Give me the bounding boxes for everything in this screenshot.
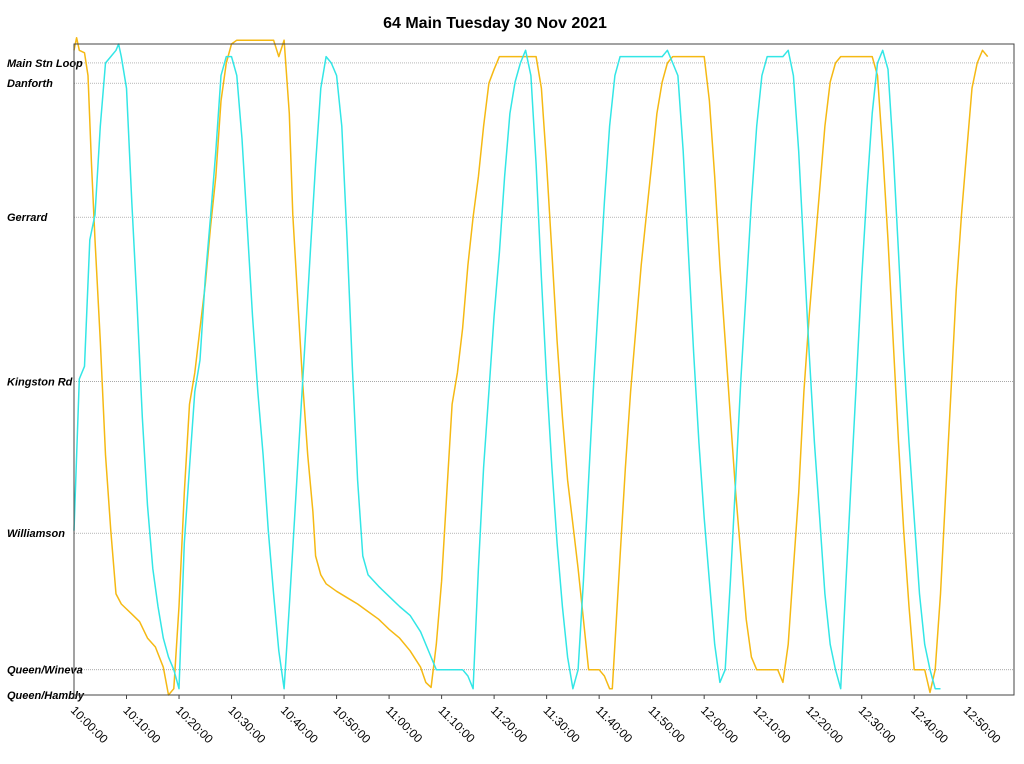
stop-label: Williamson	[7, 528, 65, 540]
series-line-0	[73, 36, 989, 696]
x-tick-label: 10:40:00	[278, 703, 321, 746]
stop-label: Gerrard	[7, 212, 48, 224]
series-layer	[73, 36, 989, 696]
series-line-1	[73, 43, 941, 690]
stop-label: Queen/Wineva	[7, 665, 83, 677]
x-tick-label: 11:00:00	[383, 703, 426, 746]
plot-frame	[73, 43, 1015, 696]
stop-label: Danforth	[7, 78, 53, 90]
x-tick-label: 12:00:00	[698, 703, 741, 746]
chart-title: 64 Main Tuesday 30 Nov 2021	[383, 15, 607, 32]
x-tick-label: 12:10:00	[751, 703, 794, 746]
stop-label: Kingston Rd	[7, 377, 73, 389]
x-tick-label: 10:50:00	[330, 703, 373, 746]
x-tick-label: 10:10:00	[120, 703, 163, 746]
x-tick-label: 11:40:00	[593, 703, 636, 746]
x-tick-label: 11:10:00	[435, 703, 478, 746]
x-tick-label: 10:00:00	[68, 703, 111, 746]
x-tick-label: 12:30:00	[856, 703, 899, 746]
x-tick-label: 12:50:00	[961, 703, 1004, 746]
stop-labels: Main Stn Loop Danforth Gerrard Kingston Rd W…	[7, 58, 85, 702]
stop-label: Queen/Hambly	[7, 690, 85, 702]
x-tick-label: 11:20:00	[488, 703, 531, 746]
x-tick-label: 10:30:00	[225, 703, 268, 746]
x-tick-label: 12:20:00	[803, 703, 846, 746]
x-tick-label: 11:50:00	[646, 703, 689, 746]
x-axis-ticks: 10:00:00 10:10:00 10:20:00 10:30:00 10:40:00…	[68, 695, 1004, 746]
x-tick-label: 10:20:00	[173, 703, 216, 746]
x-tick-label: 12:40:00	[908, 703, 951, 746]
x-tick-label: 11:30:00	[541, 703, 584, 746]
stop-label: Main Stn Loop	[7, 58, 83, 70]
